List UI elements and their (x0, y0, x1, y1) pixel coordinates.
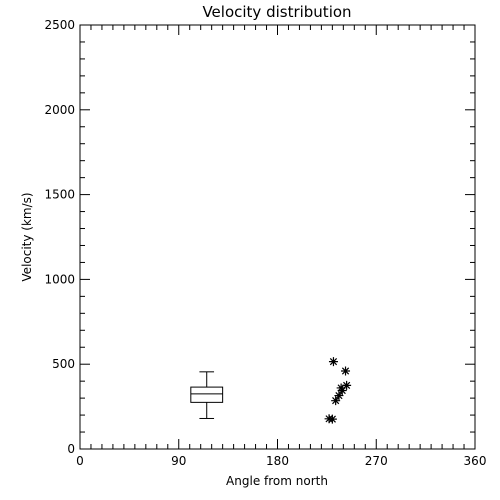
x-axis-label: Angle from north (226, 474, 328, 488)
data-point-asterisk (337, 385, 347, 395)
y-tick-label: 1000 (44, 272, 75, 286)
data-points (324, 357, 352, 424)
y-axis-label: Velocity (km/s) (20, 192, 34, 281)
tick-labels: 0 90 180 270 360 0 500 1000 1500 2000 2500 (44, 18, 486, 468)
x-tick-label: 90 (171, 454, 186, 468)
y-tick-label: 500 (52, 357, 75, 371)
x-tick-label: 270 (365, 454, 388, 468)
x-tick-label: 180 (266, 454, 289, 468)
boxplot-box (190, 386, 224, 403)
y-tick-label: 2000 (44, 103, 75, 117)
data-point-asterisk (341, 366, 351, 376)
y-tick-label: 0 (67, 442, 75, 456)
data-point-asterisk (336, 383, 346, 393)
data-point-asterisk (334, 391, 344, 401)
data-point-asterisk (331, 396, 341, 406)
y-tick-label: 2500 (44, 18, 75, 32)
data-point-asterisk (328, 357, 338, 367)
axis-ticks (79, 24, 476, 450)
x-tick-label: 360 (464, 454, 487, 468)
chart-title: Velocity distribution (202, 3, 351, 21)
data-point-asterisk (342, 380, 352, 390)
data-point-asterisk (327, 414, 337, 424)
x-tick-label: 0 (76, 454, 84, 468)
plot-frame (79, 24, 476, 450)
y-tick-label: 1500 (44, 188, 75, 202)
boxplot (190, 371, 224, 419)
